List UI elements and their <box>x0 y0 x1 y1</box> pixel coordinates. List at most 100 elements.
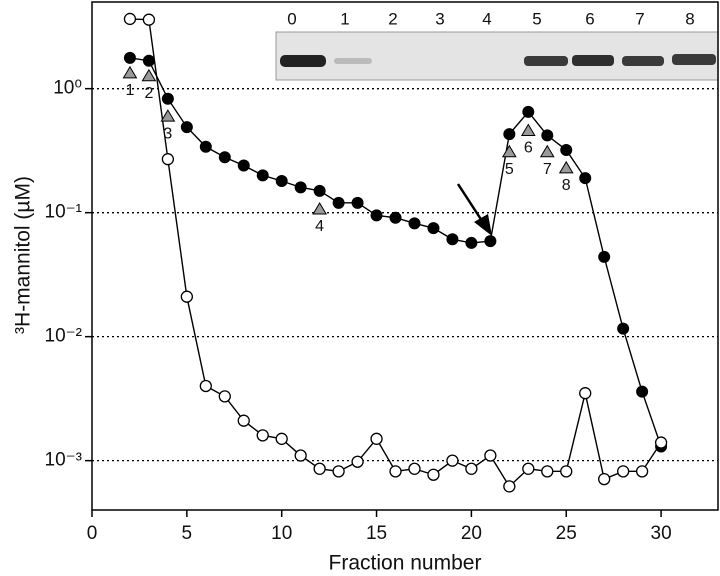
gel-band <box>572 55 614 66</box>
data-point <box>161 153 175 166</box>
point-label: 8 <box>562 177 571 194</box>
data-point <box>427 468 440 481</box>
y-tick-label: 10⁻¹ <box>45 202 83 223</box>
lane-label: 5 <box>532 9 541 28</box>
y-tick-label: 10⁰ <box>53 78 82 99</box>
data-point <box>180 290 193 303</box>
data-point <box>351 455 364 468</box>
data-point <box>313 462 326 475</box>
arrow-head <box>474 214 492 236</box>
data-point <box>389 211 402 224</box>
lane-label: 8 <box>685 9 694 28</box>
data-point <box>199 379 212 393</box>
data-point <box>539 144 555 158</box>
gel-band <box>334 58 372 64</box>
lane-label: 2 <box>388 9 397 28</box>
data-point <box>275 175 288 188</box>
gel-band <box>622 56 664 66</box>
data-point <box>520 123 536 136</box>
x-tick-label: 30 <box>651 523 672 544</box>
point-label: 3 <box>163 125 172 142</box>
lane-label: 7 <box>635 9 644 28</box>
series-line <box>129 18 662 488</box>
arrow-shaft <box>456 183 486 225</box>
data-point <box>522 462 535 475</box>
data-point <box>142 54 155 67</box>
data-point <box>560 465 573 478</box>
data-point <box>503 480 516 493</box>
gel-band <box>524 56 568 66</box>
data-point <box>635 465 649 478</box>
data-point <box>160 109 176 122</box>
x-tick-label: 20 <box>461 523 482 544</box>
point-label: 7 <box>543 161 552 178</box>
data-point <box>180 121 193 134</box>
data-point <box>654 436 668 449</box>
data-point <box>408 217 421 230</box>
x-tick-label: 5 <box>182 523 193 544</box>
x-tick-label: 15 <box>366 523 387 544</box>
data-point <box>199 140 212 153</box>
data-point <box>256 169 269 182</box>
data-point <box>141 68 157 82</box>
data-point <box>501 144 517 158</box>
data-point <box>312 202 328 215</box>
data-point <box>389 465 402 478</box>
point-label: 5 <box>505 161 514 178</box>
gel-band <box>672 54 716 65</box>
y-tick-label: 10⁻³ <box>45 450 83 471</box>
data-point <box>579 387 592 400</box>
data-point <box>161 92 174 105</box>
lane-label: 3 <box>435 9 444 28</box>
lane-label: 4 <box>482 9 491 28</box>
data-point <box>123 51 136 64</box>
data-point <box>598 472 611 486</box>
data-point <box>237 414 250 427</box>
data-point <box>332 465 345 478</box>
data-point <box>558 160 574 174</box>
arrow <box>456 183 492 236</box>
x-tick-label: 25 <box>556 523 577 544</box>
data-point <box>560 144 573 157</box>
lane-label: 6 <box>585 9 594 28</box>
data-point <box>484 449 497 462</box>
data-point <box>465 236 478 249</box>
data-point <box>218 390 231 403</box>
data-point <box>636 385 649 398</box>
data-point <box>332 196 345 209</box>
y-tick-label: 10⁻² <box>45 326 83 347</box>
data-point <box>427 222 440 235</box>
data-point <box>598 250 611 263</box>
data-point <box>142 13 156 26</box>
data-point <box>123 12 137 26</box>
data-point <box>294 449 307 462</box>
data-point <box>408 462 421 475</box>
data-point <box>617 465 630 478</box>
x-tick-label: 10 <box>271 523 292 544</box>
data-point <box>446 233 459 246</box>
data-point <box>465 462 478 475</box>
data-point <box>370 432 383 445</box>
data-point <box>522 105 535 118</box>
plot-frame <box>91 1 719 511</box>
point-label: 1 <box>125 82 134 99</box>
data-point <box>218 151 231 164</box>
data-point <box>122 65 138 79</box>
gel-band <box>280 55 326 67</box>
data-point <box>313 184 326 197</box>
lane-label: 1 <box>340 9 349 28</box>
data-point <box>446 454 459 467</box>
data-point <box>275 432 288 445</box>
data-point <box>617 322 630 335</box>
data-point <box>484 235 497 248</box>
data-point <box>541 465 554 478</box>
x-tick-label: 0 <box>87 523 98 544</box>
data-point <box>541 129 554 142</box>
point-label: 2 <box>144 85 153 102</box>
y-axis-label: ³H-mannitol (µM) <box>12 176 35 334</box>
point-label: 6 <box>524 140 533 157</box>
data-point <box>237 159 250 172</box>
data-point <box>351 196 364 209</box>
gel-inset <box>275 31 719 81</box>
